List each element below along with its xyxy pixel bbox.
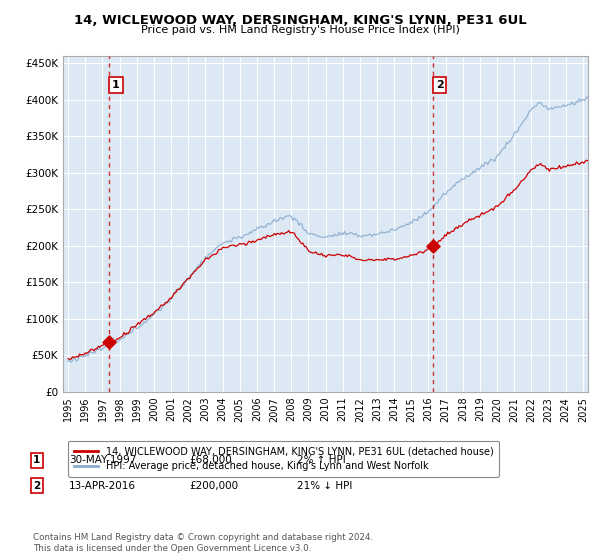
Text: 1: 1 <box>33 455 40 465</box>
Point <box>104 338 114 347</box>
Text: 13-APR-2016: 13-APR-2016 <box>69 480 136 491</box>
Text: 2% ↑ HPI: 2% ↑ HPI <box>297 455 346 465</box>
Text: Price paid vs. HM Land Registry's House Price Index (HPI): Price paid vs. HM Land Registry's House … <box>140 25 460 35</box>
Point <box>428 241 438 250</box>
Text: 2: 2 <box>33 480 40 491</box>
Text: Contains HM Land Registry data © Crown copyright and database right 2024.
This d: Contains HM Land Registry data © Crown c… <box>33 533 373 553</box>
Text: 2: 2 <box>436 80 443 90</box>
Text: £200,000: £200,000 <box>189 480 238 491</box>
Text: 30-MAY-1997: 30-MAY-1997 <box>69 455 136 465</box>
Text: 21% ↓ HPI: 21% ↓ HPI <box>297 480 352 491</box>
Text: £68,000: £68,000 <box>189 455 232 465</box>
Text: 14, WICLEWOOD WAY, DERSINGHAM, KING'S LYNN, PE31 6UL: 14, WICLEWOOD WAY, DERSINGHAM, KING'S LY… <box>74 14 526 27</box>
Legend: 14, WICLEWOOD WAY, DERSINGHAM, KING'S LYNN, PE31 6UL (detached house), HPI: Aver: 14, WICLEWOOD WAY, DERSINGHAM, KING'S LY… <box>68 441 499 477</box>
Text: 1: 1 <box>112 80 120 90</box>
